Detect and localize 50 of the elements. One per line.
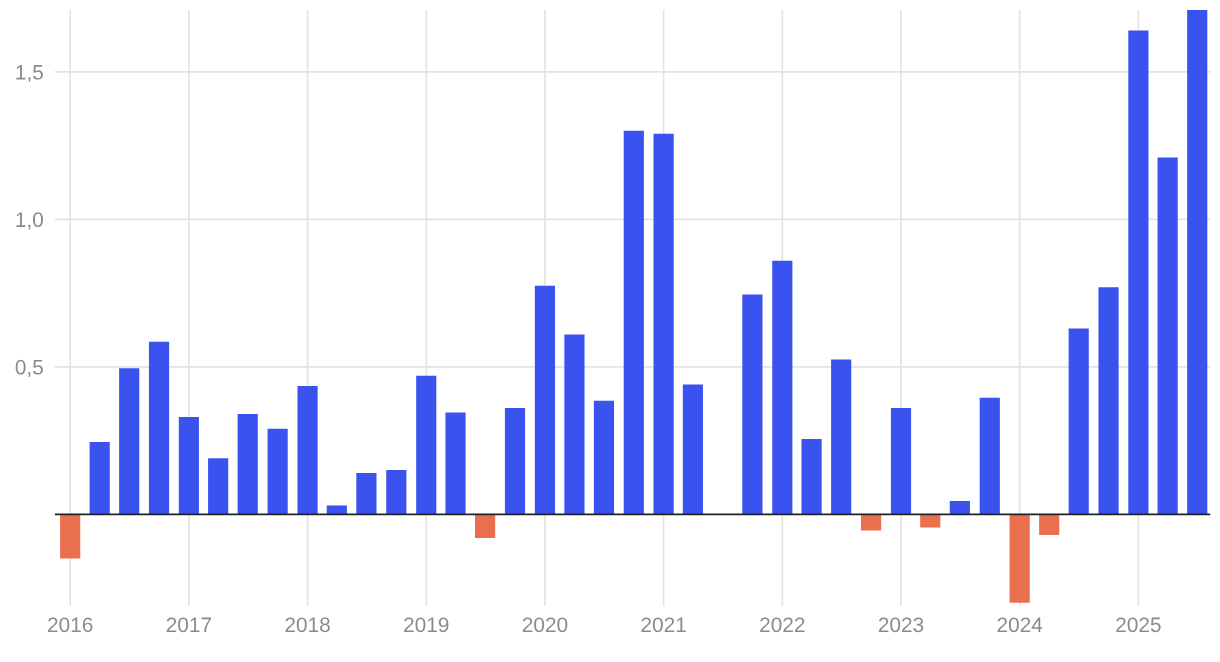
bar — [267, 428, 288, 515]
x-tick-label: 2018 — [285, 617, 330, 633]
bar — [653, 133, 674, 515]
bar — [949, 501, 970, 515]
bar — [534, 285, 556, 515]
bar — [356, 473, 377, 515]
bar — [89, 442, 110, 515]
bar — [475, 514, 496, 538]
x-tick-label: 2025 — [1116, 617, 1161, 633]
bar — [1187, 9, 1208, 515]
y-tick-label: 0,5 — [15, 359, 43, 378]
x-tick-label: 2016 — [48, 617, 93, 633]
x-tick-label: 2023 — [878, 617, 924, 633]
bar — [564, 334, 585, 515]
bar — [119, 368, 140, 515]
x-tick-label: 2024 — [997, 617, 1043, 633]
x-tick-label: 2021 — [641, 617, 686, 633]
y-tick-label: 1,5 — [16, 65, 43, 83]
bar — [148, 341, 170, 515]
bar — [504, 408, 526, 515]
bar — [1098, 287, 1119, 515]
x-tick-label: 2017 — [166, 617, 211, 633]
bar — [920, 514, 941, 528]
bar — [445, 412, 466, 515]
y-tick-label: 1,0 — [16, 212, 43, 230]
bar — [1009, 514, 1030, 603]
bar — [742, 294, 763, 515]
bar — [1039, 514, 1060, 535]
bar — [979, 397, 1000, 515]
bar — [237, 414, 258, 515]
bar — [297, 385, 318, 515]
bar — [831, 359, 852, 515]
bar — [208, 458, 229, 515]
bar — [416, 375, 437, 515]
bar — [593, 400, 615, 515]
x-tick-label: 2019 — [404, 617, 449, 633]
bar — [1157, 157, 1178, 515]
bar — [178, 416, 199, 515]
x-tick-label: 2022 — [760, 617, 805, 633]
bar — [1068, 328, 1089, 515]
bar — [772, 260, 793, 515]
bar — [623, 130, 644, 515]
bar — [682, 384, 703, 515]
bar — [60, 514, 81, 559]
x-tick-label: 2020 — [522, 617, 568, 633]
bar — [861, 514, 882, 531]
bar — [386, 470, 407, 515]
bar — [801, 439, 822, 515]
bar — [1128, 30, 1149, 515]
bar — [890, 408, 912, 515]
